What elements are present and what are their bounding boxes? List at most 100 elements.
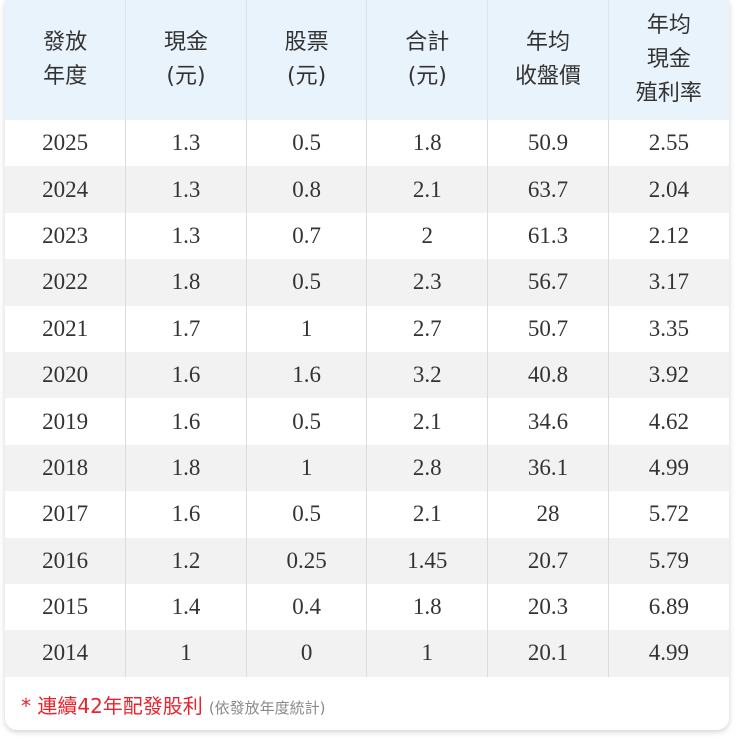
table-cell: 0.8: [245, 166, 367, 213]
table-cell: 1.8: [366, 583, 488, 631]
header-line: (元): [407, 64, 447, 89]
table-cell: 2014: [5, 630, 126, 677]
table-cell: 0.25: [245, 537, 367, 584]
table-row: 2024 1.3 0.8 2.1 63.7 2.04: [5, 166, 729, 213]
table-cell: 61.3: [487, 212, 609, 260]
table-cell: 1: [245, 305, 367, 352]
table-cell: 2.55: [607, 120, 729, 167]
header-line: 發放: [43, 30, 88, 55]
table-cell: 2.3: [366, 259, 488, 306]
table-cell: 20.3: [487, 583, 609, 631]
table-cell: 34.6: [487, 398, 609, 445]
table-cell: 2021: [42, 315, 89, 341]
table-cell: 0.5: [245, 491, 367, 538]
table-cell: 1.6: [125, 398, 247, 445]
table-cell: 2020: [5, 351, 126, 399]
table-row: 2022 1.8 0.5 2.3 56.7 3.17: [5, 259, 729, 306]
table-cell: 1: [245, 444, 367, 492]
table-row: 2014 1 0 1 20.1 4.99: [5, 630, 729, 677]
table-cell: 0: [245, 630, 367, 677]
table-cell: 20.1: [487, 630, 609, 677]
table-cell: 1.3: [125, 166, 247, 213]
table-cell: 2024: [5, 166, 126, 213]
table-header: 發放 年度 現金 (元) 股票 (元) 合計 (元) 年均 收盤價 年均 現金 殖利率: [5, 0, 729, 120]
table-row: 2017 1.6 0.5 2.1 28 5.72: [5, 491, 729, 538]
table-cell: 5.79: [607, 537, 729, 584]
table-cell: 1.45: [366, 537, 488, 584]
table-cell: 0.5: [245, 398, 367, 445]
header-row: 發放 年度 現金 (元) 股票 (元) 合計 (元) 年均 收盤價 年均 現金 殖利率: [5, 0, 729, 120]
header-line: 合計: [405, 30, 450, 55]
header-line: 收盤價: [514, 64, 581, 89]
header-line: 殖利率: [635, 81, 702, 106]
table-cell: 0.7: [245, 212, 367, 260]
table-row: 2021 1.7 1 2.7 50.7 3.35: [5, 305, 729, 352]
footer-source: (依發放年度統計): [208, 699, 326, 717]
table-cell: 2015: [42, 594, 89, 620]
header-line: (元): [166, 64, 206, 89]
table-cell: 63.7: [487, 166, 609, 213]
table-cell: 1.3: [125, 212, 247, 260]
header-line: 現金: [646, 47, 691, 72]
table-cell: 2.04: [607, 166, 729, 213]
table-row: 2025 1.3 0.5 1.8 50.9 2.55: [5, 120, 729, 167]
table-cell: 6.89: [607, 583, 729, 631]
table-cell: 2022: [5, 259, 126, 306]
table-cell: 2016: [5, 537, 126, 584]
table-cell: 56.7: [487, 259, 609, 306]
table-cell: 2017: [42, 501, 89, 527]
header-line: 年均: [646, 13, 691, 38]
table-cell: 2.1: [366, 491, 488, 538]
header-cell: 股票 (元): [245, 0, 367, 120]
dividend-card: 發放 年度 現金 (元) 股票 (元) 合計 (元) 年均 收盤價 年均 現金 殖利率 2025 1.3 0…: [5, 0, 729, 730]
table-cell: 2023: [42, 222, 89, 248]
table-cell: 1.7: [125, 305, 247, 352]
table-cell: 1.6: [245, 351, 367, 399]
footer: * 連續42年配發股利 (依發放年度統計): [21, 690, 326, 719]
table-cell: 3.35: [607, 305, 729, 352]
table-cell: 1.8: [125, 444, 247, 492]
header-line: 現金: [163, 30, 208, 55]
table-cell: 4.99: [607, 444, 729, 492]
table-row: 2015 1.4 0.4 1.8 20.3 6.89: [5, 583, 729, 631]
header-line: 年均: [525, 30, 570, 55]
table-body: 2025 1.3 0.5 1.8 50.9 2.55 2024 1.3 0.8 2.1 63.7 2.…: [5, 120, 729, 677]
header-cell: 現金 (元): [125, 0, 247, 120]
table-cell: 1: [366, 630, 488, 677]
table-cell: 20.7: [487, 537, 609, 584]
dividend-table: 發放 年度 現金 (元) 股票 (元) 合計 (元) 年均 收盤價 年均 現金 殖利率 2025 1.3 0…: [5, 0, 729, 677]
table-cell: 1.2: [125, 537, 247, 584]
table-cell: 2025: [42, 130, 89, 156]
header-line: 股票: [284, 30, 329, 55]
table-cell: 40.8: [487, 351, 609, 399]
table-cell: 0.5: [245, 259, 367, 306]
table-cell: 3.17: [607, 259, 729, 306]
table-cell: 2.1: [366, 166, 488, 213]
table-cell: 2.1: [366, 398, 488, 445]
table-cell: 2: [366, 212, 488, 260]
header-line: (元): [287, 64, 327, 89]
table-row: 2018 1.8 1 2.8 36.1 4.99: [5, 444, 729, 492]
table-row: 2023 1.3 0.7 2 61.3 2.12: [5, 212, 729, 260]
table-cell: 1.4: [125, 583, 247, 631]
table-cell: 3.92: [607, 351, 729, 399]
header-cell: 發放 年度: [5, 0, 126, 120]
table-cell: 5.72: [607, 491, 729, 538]
table-cell: 1.6: [125, 491, 247, 538]
table-cell: 2019: [42, 408, 89, 434]
table-cell: 2.8: [366, 444, 488, 492]
table-cell: 2.7: [366, 305, 488, 352]
table-cell: 1.8: [366, 120, 488, 167]
table-cell: 1: [125, 630, 247, 677]
table-cell: 1.3: [125, 120, 247, 167]
header-line: 年度: [43, 64, 88, 89]
table-cell: 4.99: [607, 630, 729, 677]
footer-note: * 連續42年配發股利: [21, 694, 203, 718]
header-cell: 合計 (元): [366, 0, 488, 120]
table-cell: 1.6: [125, 351, 247, 399]
table-row: 2019 1.6 0.5 2.1 34.6 4.62: [5, 398, 729, 445]
table-cell: 0.5: [245, 120, 367, 167]
header-cell: 年均 現金 殖利率: [607, 0, 729, 120]
table-row: 2020 1.6 1.6 3.2 40.8 3.92: [5, 351, 729, 399]
